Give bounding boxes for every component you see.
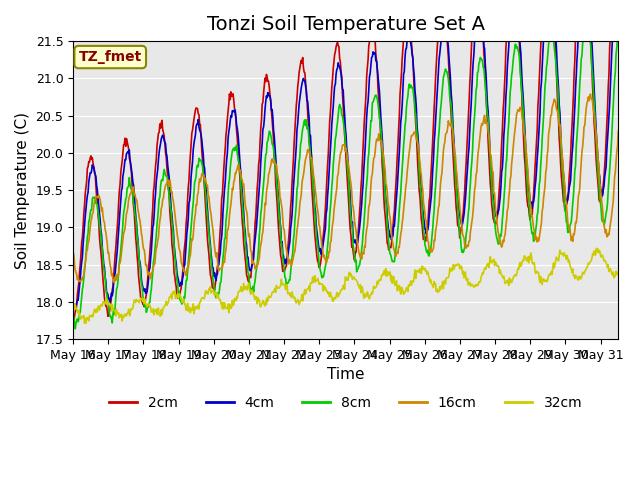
16cm xyxy=(614,128,622,134)
32cm xyxy=(614,269,622,275)
Title: Tonzi Soil Temperature Set A: Tonzi Soil Temperature Set A xyxy=(207,15,484,34)
X-axis label: Time: Time xyxy=(327,367,364,383)
2cm xyxy=(134,261,141,266)
4cm xyxy=(234,132,242,137)
2cm xyxy=(403,13,410,19)
32cm xyxy=(403,285,410,290)
8cm xyxy=(134,239,141,244)
8cm xyxy=(614,24,622,29)
Text: TZ_fmet: TZ_fmet xyxy=(79,50,142,64)
32cm xyxy=(261,303,269,309)
4cm xyxy=(403,45,410,51)
32cm xyxy=(69,304,77,310)
Line: 32cm: 32cm xyxy=(73,248,618,324)
4cm xyxy=(433,93,441,98)
8cm xyxy=(234,155,242,160)
32cm xyxy=(234,289,242,295)
4cm xyxy=(69,305,77,311)
16cm xyxy=(403,180,410,185)
4cm xyxy=(282,256,289,262)
Line: 4cm: 4cm xyxy=(73,0,618,310)
Line: 16cm: 16cm xyxy=(73,94,618,283)
32cm xyxy=(433,286,441,292)
16cm xyxy=(69,250,77,255)
2cm xyxy=(69,316,77,322)
16cm xyxy=(134,206,141,212)
16cm xyxy=(261,200,269,206)
32cm xyxy=(282,287,289,292)
16cm xyxy=(587,91,595,97)
Line: 8cm: 8cm xyxy=(73,20,618,329)
2cm xyxy=(282,264,289,270)
Legend: 2cm, 4cm, 8cm, 16cm, 32cm: 2cm, 4cm, 8cm, 16cm, 32cm xyxy=(104,391,588,416)
32cm xyxy=(593,245,601,251)
16cm xyxy=(111,280,118,286)
32cm xyxy=(134,298,141,304)
8cm xyxy=(72,326,79,332)
4cm xyxy=(72,307,79,313)
2cm xyxy=(234,147,242,153)
8cm xyxy=(583,17,591,23)
4cm xyxy=(261,106,269,112)
8cm xyxy=(261,160,269,166)
2cm xyxy=(70,317,77,323)
16cm xyxy=(433,219,441,225)
16cm xyxy=(282,242,289,248)
2cm xyxy=(261,75,269,81)
8cm xyxy=(403,105,410,110)
4cm xyxy=(134,236,141,242)
8cm xyxy=(69,310,77,315)
2cm xyxy=(433,49,441,55)
Y-axis label: Soil Temperature (C): Soil Temperature (C) xyxy=(15,112,30,269)
8cm xyxy=(433,161,441,167)
Line: 2cm: 2cm xyxy=(73,0,618,320)
16cm xyxy=(234,162,242,168)
32cm xyxy=(82,321,90,326)
8cm xyxy=(282,276,289,281)
